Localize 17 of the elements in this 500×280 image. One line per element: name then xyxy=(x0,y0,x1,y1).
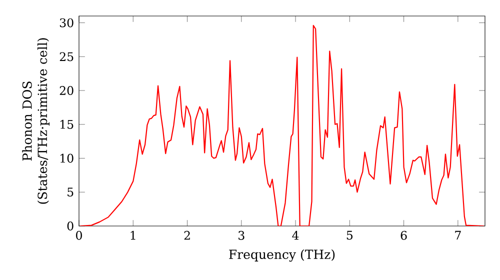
x-tick-label: 7 xyxy=(455,230,461,240)
y-tick-label: 0 xyxy=(67,222,74,230)
x-tick-label: 6 xyxy=(400,230,407,240)
y-axis-title: Phonon DOS (States/THz·primitive cell) xyxy=(22,38,50,204)
x-tick-label: 5 xyxy=(346,230,353,240)
x-tick-label: 2 xyxy=(184,230,190,240)
y-tick-label: 15 xyxy=(60,120,74,129)
x-tick-label: 0 xyxy=(76,230,82,240)
y-tick-label: 20 xyxy=(60,86,74,95)
y-tick-label: 30 xyxy=(60,18,74,28)
x-tick-label: 3 xyxy=(238,230,244,240)
x-axis-title: Frequency (THz) xyxy=(229,249,335,262)
x-tick-label: 1 xyxy=(130,230,136,240)
x-tick-label: 4 xyxy=(292,230,299,240)
y-tick-label: 25 xyxy=(60,52,74,62)
y-tick-label: 5 xyxy=(68,188,74,197)
y-tick-label: 10 xyxy=(60,154,74,163)
